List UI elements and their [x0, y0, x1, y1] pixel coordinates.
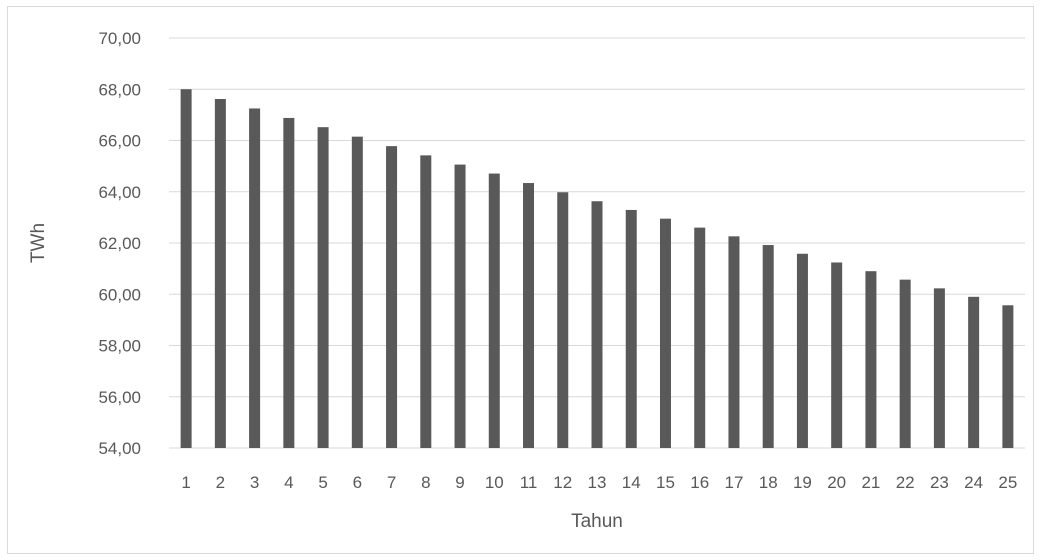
- bar: [865, 271, 877, 448]
- bar: [1002, 305, 1014, 448]
- y-axis-title: TWh: [28, 223, 49, 263]
- y-tick-label: 60,00: [98, 285, 141, 304]
- y-tick-label: 58,00: [98, 337, 141, 356]
- bar: [351, 136, 363, 448]
- bar: [557, 192, 569, 448]
- x-axis-ticks: 1 2 3 4 5 6 7 8 9 10 11 12 13 14 15 16 17 18 19 20 21 22 23 24 2…: [181, 473, 1017, 492]
- bar: [420, 155, 432, 449]
- x-tick-label: 23: [930, 473, 949, 492]
- bar: [968, 296, 980, 448]
- x-tick-label: 20: [827, 473, 846, 492]
- x-axis-title: Tahun: [571, 511, 623, 532]
- y-tick-label: 62,00: [98, 234, 141, 253]
- bar: [625, 209, 637, 448]
- x-tick-label: 8: [421, 473, 430, 492]
- bars: [180, 89, 1014, 449]
- y-tick-label: 66,00: [98, 132, 141, 151]
- x-tick-label: 1: [181, 473, 190, 492]
- bar: [523, 183, 535, 448]
- bar: [317, 127, 329, 449]
- bar: [899, 279, 911, 448]
- x-tick-label: 13: [588, 473, 607, 492]
- x-tick-label: 25: [998, 473, 1017, 492]
- y-tick-label: 54,00: [98, 439, 141, 458]
- bar: [454, 164, 466, 448]
- x-tick-label: 22: [896, 473, 915, 492]
- bar: [591, 201, 603, 448]
- bar: [214, 98, 226, 449]
- x-tick-label: 21: [861, 473, 880, 492]
- x-tick-label: 9: [455, 473, 464, 492]
- x-tick-label: 17: [724, 473, 743, 492]
- x-tick-label: 7: [387, 473, 396, 492]
- gridlines: [169, 37, 1025, 449]
- x-tick-label: 16: [690, 473, 709, 492]
- y-tick-label: 70,00: [98, 29, 141, 48]
- bar: [659, 218, 671, 448]
- bar: [796, 253, 808, 448]
- x-tick-label: 12: [553, 473, 572, 492]
- x-tick-label: 24: [964, 473, 983, 492]
- x-tick-label: 14: [622, 473, 641, 492]
- x-tick-label: 10: [485, 473, 504, 492]
- x-tick-label: 18: [759, 473, 778, 492]
- x-tick-label: 3: [250, 473, 259, 492]
- x-tick-label: 15: [656, 473, 675, 492]
- bar: [488, 173, 500, 448]
- bar: [933, 288, 945, 448]
- bar: [180, 89, 192, 448]
- chart-frame: [7, 6, 1034, 554]
- x-tick-label: 4: [284, 473, 293, 492]
- y-axis-ticks: 54,00 56,00 58,00 60,00 62,00 64,00 66,00 68,00…: [98, 29, 141, 458]
- bar: [283, 117, 295, 448]
- bar: [762, 245, 774, 448]
- y-tick-label: 56,00: [98, 388, 141, 407]
- bar: [694, 227, 706, 448]
- x-tick-label: 6: [353, 473, 362, 492]
- bar: [386, 146, 398, 448]
- y-tick-label: 68,00: [98, 80, 141, 99]
- bar: [831, 262, 843, 448]
- x-tick-label: 19: [793, 473, 812, 492]
- x-tick-label: 11: [520, 473, 538, 492]
- x-tick-label: 5: [318, 473, 327, 492]
- bar: [249, 108, 261, 448]
- x-tick-label: 2: [216, 473, 225, 492]
- y-tick-label: 64,00: [98, 183, 141, 202]
- bar: [728, 236, 740, 448]
